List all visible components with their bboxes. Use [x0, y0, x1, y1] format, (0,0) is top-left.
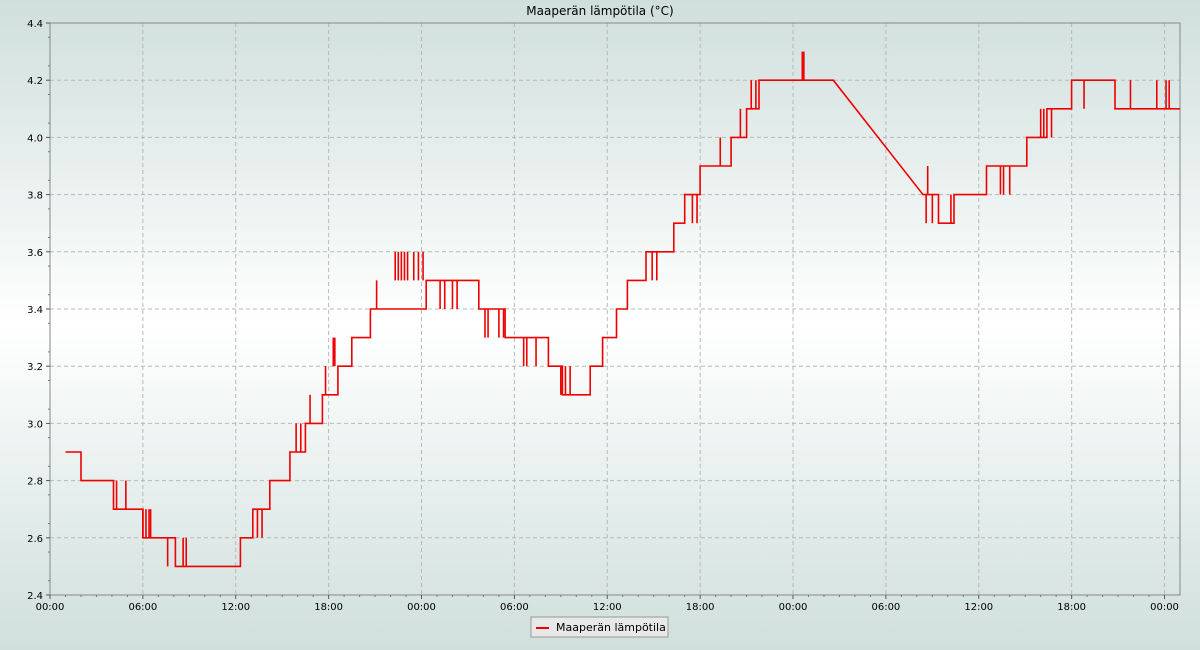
y-tick-label: 3.0	[27, 419, 43, 430]
y-tick-label: 3.8	[27, 191, 43, 202]
legend-label: Maaperän lämpötila	[556, 621, 666, 634]
x-tick-label: 12:00	[593, 602, 622, 613]
series-layer	[65, 51, 1180, 568]
x-tick-label: 12:00	[221, 602, 250, 613]
x-tick-label: 00:00	[1150, 602, 1179, 613]
y-tick-label: 2.8	[27, 477, 43, 488]
x-tick-label: 00:00	[407, 602, 436, 613]
y-tick-label: 3.6	[27, 248, 43, 259]
chart-title: Maaperän lämpötila (°C)	[526, 4, 673, 18]
y-tick-label: 2.6	[27, 534, 43, 545]
x-tick-label: 06:00	[128, 602, 157, 613]
x-tick-label: 06:00	[500, 602, 529, 613]
x-tick-label: 18:00	[314, 602, 343, 613]
x-tick-label: 00:00	[36, 602, 65, 613]
grid-lines	[50, 23, 1180, 595]
y-tick-label: 4.2	[27, 76, 43, 87]
x-tick-label: 12:00	[964, 602, 993, 613]
x-tick-label: 18:00	[686, 602, 715, 613]
y-tick-label: 3.2	[27, 362, 43, 373]
y-tick-label: 4.0	[27, 133, 43, 144]
y-tick-label: 4.4	[27, 19, 43, 30]
axes: 2.4 2.6 2.8 3.0 3.2 3.4 3.6 3.8 4.0 4.2 4.4 00:00 06…	[27, 19, 1181, 613]
x-tick-label: 18:00	[1057, 602, 1086, 613]
x-tick-label: 00:00	[779, 602, 808, 613]
legend-box	[530, 616, 669, 638]
series-line-maaperan-lampotila	[65, 79, 1180, 568]
x-tick-label: 06:00	[871, 602, 900, 613]
y-tick-label: 3.4	[27, 305, 43, 316]
legend: Maaperän lämpötila	[530, 616, 669, 638]
y-tick-label: 2.4	[27, 591, 43, 602]
